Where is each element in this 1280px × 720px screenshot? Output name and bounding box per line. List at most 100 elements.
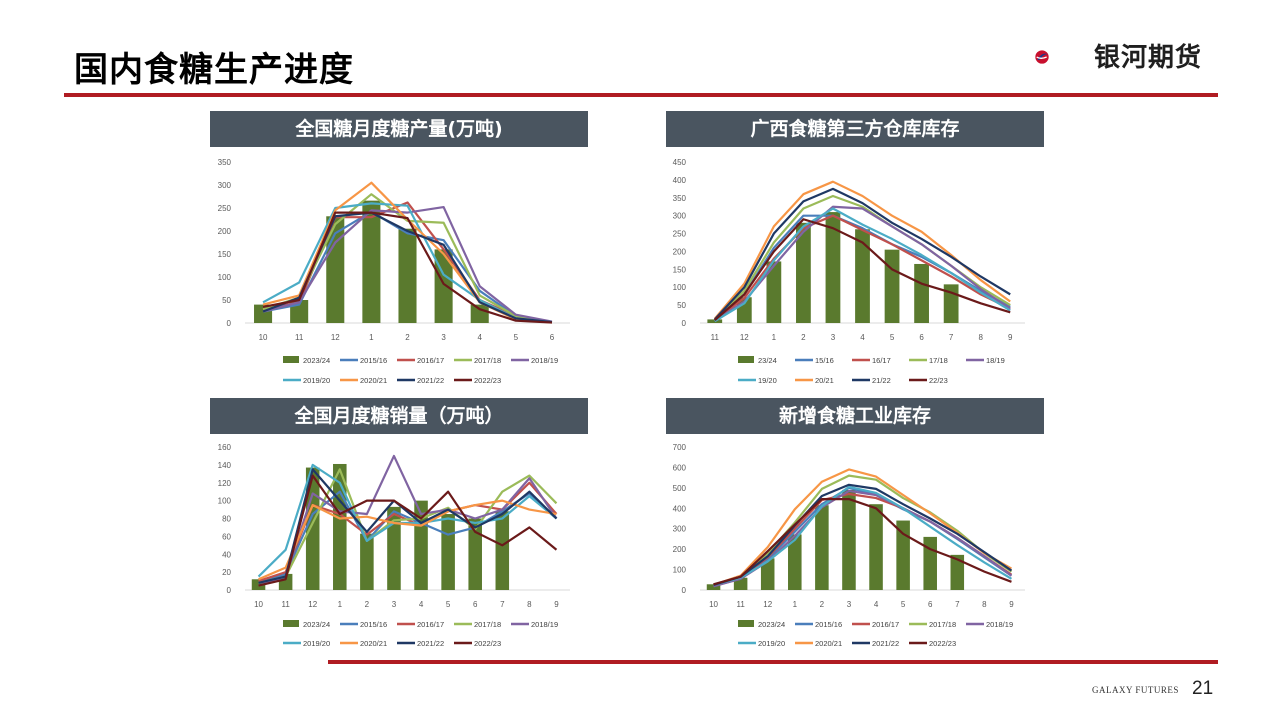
x-tick-label: 4: [860, 333, 865, 342]
bar: [305, 467, 320, 590]
series-line: [713, 497, 1012, 586]
page-number: 21: [1192, 678, 1214, 699]
series-line: [714, 214, 1011, 322]
page-title: 国内食糖生产进度: [74, 50, 354, 90]
y-tick-label: 150: [673, 265, 687, 274]
series-line: [258, 454, 558, 587]
y-tick-label: 200: [673, 247, 687, 256]
legend-label: 2018/19: [531, 620, 558, 629]
legend-label: 2021/22: [417, 376, 444, 385]
bar: [470, 304, 489, 323]
x-tick-label: 8: [982, 600, 987, 609]
x-tick-label: 3: [847, 600, 852, 609]
y-tick-label: 0: [682, 586, 687, 595]
series-line: [258, 468, 558, 584]
brand-name: 银河期货: [1094, 43, 1203, 73]
legend-label: 2020/21: [360, 639, 387, 648]
legend-label: 19/20: [758, 376, 777, 385]
y-tick-label: 120: [218, 479, 232, 488]
x-tick-label: 6: [550, 333, 555, 342]
chart-title-monthly-production: 全国糖月度糖产量(万吨): [210, 111, 588, 147]
legend-label: 2015/16: [360, 620, 387, 629]
bar: [869, 504, 883, 590]
legend-label: 2019/20: [303, 639, 330, 648]
x-tick-label: 3: [392, 600, 397, 609]
x-tick-label: 10: [259, 333, 268, 342]
legend-label: 2017/18: [474, 620, 501, 629]
x-tick-label: 5: [514, 333, 519, 342]
legend-label: 2021/22: [872, 639, 899, 648]
series-line: [713, 485, 1013, 586]
x-tick-label: 9: [554, 600, 559, 609]
legend-label: 2023/24: [758, 620, 785, 629]
y-tick-label: 100: [673, 283, 687, 292]
y-tick-label: 100: [673, 566, 687, 575]
x-tick-label: 11: [295, 333, 304, 342]
x-tick-label: 1: [772, 333, 777, 342]
y-tick-label: 20: [222, 568, 231, 577]
series-line: [714, 205, 1011, 322]
series-line: [257, 463, 558, 578]
legend-label: 2023/24: [303, 620, 330, 629]
legend-label: 18/19: [986, 356, 1005, 365]
y-tick-label: 200: [673, 545, 687, 554]
y-tick-label: 700: [673, 443, 687, 452]
bar: [760, 558, 775, 590]
legend-swatch: [283, 620, 299, 627]
legend-label: 2019/20: [758, 639, 785, 648]
x-tick-label: 2: [820, 600, 825, 609]
legend-label: 21/22: [872, 376, 891, 385]
x-tick-label: 4: [419, 600, 424, 609]
x-tick-label: 11: [281, 600, 290, 609]
y-tick-label: 300: [673, 212, 687, 221]
legend-label: 16/17: [872, 356, 891, 365]
y-tick-label: 350: [673, 194, 687, 203]
x-tick-label: 9: [1008, 333, 1013, 342]
y-tick-label: 0: [227, 319, 232, 328]
legend-label: 2022/23: [929, 639, 956, 648]
y-tick-label: 250: [673, 230, 687, 239]
legend-swatch: [738, 620, 754, 627]
x-tick-label: 9: [1009, 600, 1014, 609]
y-tick-label: 200: [218, 227, 232, 236]
x-tick-label: 12: [763, 600, 772, 609]
legend-label: 2016/17: [872, 620, 899, 629]
x-tick-label: 12: [308, 600, 317, 609]
bar: [855, 229, 870, 323]
legend-label: 2023/24: [303, 356, 330, 365]
bar: [360, 533, 374, 590]
y-tick-label: 100: [218, 497, 232, 506]
x-tick-label: 6: [473, 600, 478, 609]
y-tick-label: 300: [673, 525, 687, 534]
legend-label: 2017/18: [474, 356, 501, 365]
bar: [896, 520, 910, 590]
chart-title-guangxi-warehouse-stock: 广西食糖第三方仓库库存: [666, 111, 1044, 147]
bar: [706, 584, 721, 590]
y-tick-label: 450: [673, 158, 687, 167]
legend-label: 2020/21: [360, 376, 387, 385]
legend-label: 2021/22: [417, 639, 444, 648]
galaxy-futures-logo: [1035, 50, 1049, 64]
x-tick-label: 3: [441, 333, 446, 342]
y-tick-label: 300: [218, 181, 232, 190]
y-tick-label: 400: [673, 176, 687, 185]
x-tick-label: 2: [405, 333, 410, 342]
x-tick-label: 7: [955, 600, 960, 609]
series-line: [714, 207, 1011, 323]
y-tick-label: 40: [222, 550, 231, 559]
legend-label: 15/16: [815, 356, 834, 365]
bar: [950, 554, 965, 590]
legend-label: 22/23: [929, 376, 948, 385]
series-line: [258, 490, 558, 584]
series-line: [713, 483, 1013, 586]
y-tick-label: 60: [222, 532, 231, 541]
y-tick-label: 250: [218, 204, 232, 213]
y-tick-label: 50: [677, 301, 686, 310]
y-tick-label: 100: [218, 273, 232, 282]
bar: [398, 228, 417, 323]
x-tick-label: 1: [369, 333, 374, 342]
bar: [441, 514, 455, 590]
